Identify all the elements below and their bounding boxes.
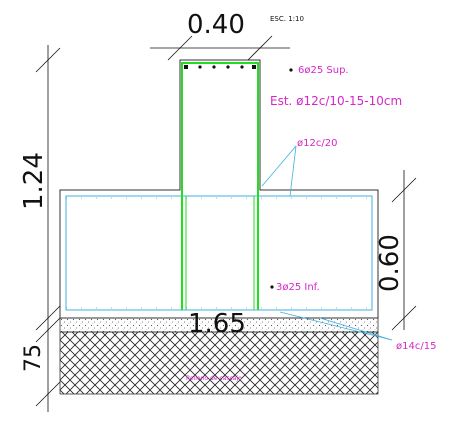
concrete-outline xyxy=(59,59,379,319)
column-rebar-cage xyxy=(181,62,259,310)
stirrups-label: Est. ø12c/10-15-10cm xyxy=(270,94,402,108)
top-bars-bullet xyxy=(289,68,293,72)
dimension-lines xyxy=(35,35,417,412)
fill-label: Relleno de cascajo xyxy=(186,375,242,382)
footing-width-dimension: 1.65 xyxy=(188,309,246,339)
base-depth-dimension: 75 xyxy=(21,344,46,372)
ties-label: ø12c/20 xyxy=(297,138,337,149)
bottom-bars-bullet xyxy=(270,285,274,289)
top-bars xyxy=(184,65,256,69)
footing-rebar-outline xyxy=(65,195,373,311)
top-bars-label: 6ø25 Sup. xyxy=(298,65,349,76)
bottom-bars-label: 3ø25 Inf. xyxy=(276,282,320,293)
base-bars-label: ø14c/15 xyxy=(396,341,436,352)
scale-note: ESC. 1:10 xyxy=(270,15,304,23)
leader-lines xyxy=(261,145,393,341)
column-width-dimension: 0.40 xyxy=(187,10,245,40)
compacted-fill xyxy=(59,331,379,395)
total-height-dimension: 1.24 xyxy=(19,152,49,210)
footing-height-dimension: 0.60 xyxy=(375,234,405,292)
